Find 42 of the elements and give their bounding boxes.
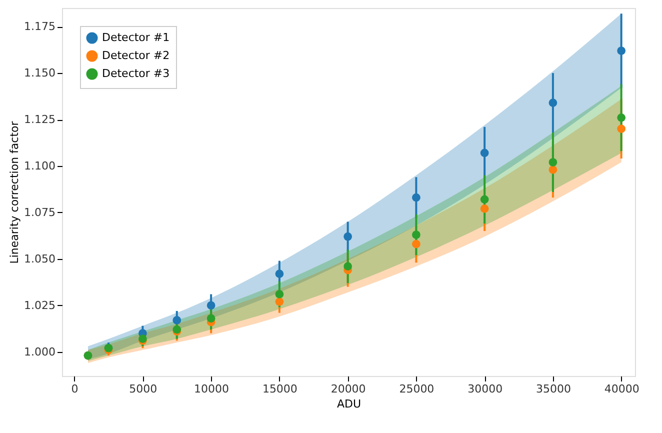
y-tick-label: 1.125 [24,113,56,126]
y-axis-title: Linearity correction factor [8,120,22,264]
y-tick-label: 1.075 [24,206,56,219]
point [617,46,626,55]
x-tick-label: 40000 [604,382,640,396]
point [548,98,558,107]
y-tick-label: 1.175 [24,20,56,34]
x-tick-label: 15000 [262,382,298,396]
point [344,262,352,271]
point [617,124,626,133]
x-tick-label: 20000 [330,382,366,396]
point [480,195,489,204]
x-tick-label: 25000 [399,382,434,396]
y-tick-label: 1.025 [24,298,56,312]
point [275,290,284,298]
y-tick-label: 1.000 [24,345,56,358]
point [412,193,420,202]
y-tick-label: 1.100 [24,159,56,172]
x-axis-title: ADU [336,398,362,410]
point [172,316,182,324]
point [206,314,216,323]
point [617,113,626,122]
point [275,270,284,278]
x-tick-label: 30000 [468,382,503,396]
legend-label: Detector #2 [102,49,170,62]
point [412,230,420,239]
point [344,232,352,241]
y-tick-label: 1.050 [24,252,56,266]
point [548,158,558,166]
point [548,166,558,174]
point [412,240,420,248]
legend-label: Detector #1 [102,31,170,44]
x-tick-label: 5000 [129,382,158,396]
point [275,297,284,306]
x-tick-label: 10000 [194,382,230,396]
legend-label: Detector #3 [102,67,170,80]
point [480,148,489,158]
y-tick-label: 1.150 [24,66,56,80]
point [206,301,216,310]
x-tick-label: 35000 [536,382,571,396]
point [480,204,489,213]
x-tick-label: 0 [71,382,78,396]
